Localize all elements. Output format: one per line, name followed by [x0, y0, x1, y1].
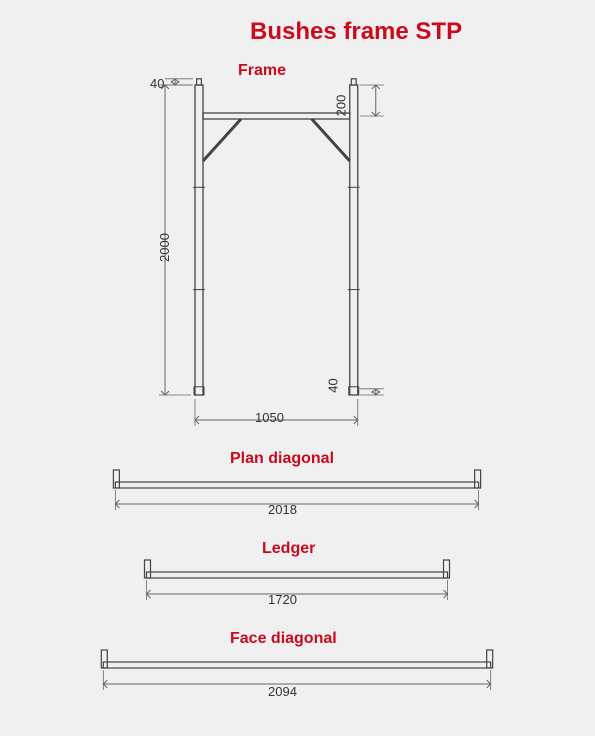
plan-diagonal-drawing	[0, 468, 595, 538]
dim-height: 2000	[157, 233, 172, 262]
dim-bottom-notch: 40	[326, 378, 341, 392]
dim-width: 1050	[255, 410, 284, 425]
face-diagonal-drawing	[0, 648, 595, 723]
dim-top-cross: 200	[333, 95, 348, 117]
plan-diagonal-label: Plan diagonal	[230, 450, 334, 468]
face-diagonal-label: Face diagonal	[230, 630, 337, 648]
dim-plan: 2018	[268, 502, 297, 517]
dim-face: 2094	[268, 684, 297, 699]
ledger-drawing	[0, 558, 595, 628]
frame-drawing	[0, 0, 595, 440]
dim-ledger: 1720	[268, 592, 297, 607]
ledger-label: Ledger	[262, 540, 315, 558]
dim-top-notch: 40	[150, 76, 164, 91]
